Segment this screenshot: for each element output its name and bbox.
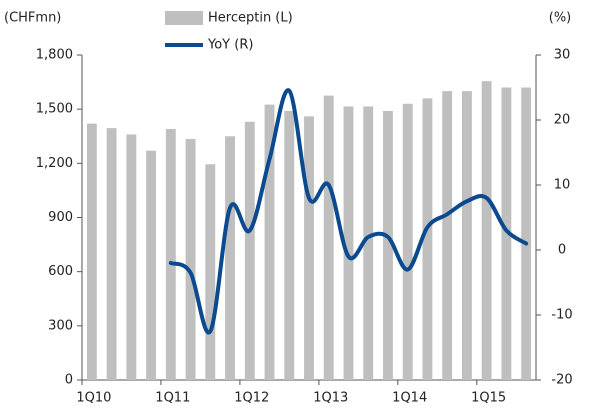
bar — [304, 116, 314, 380]
bar — [343, 106, 354, 380]
bar — [481, 81, 492, 381]
x-tick-label: 1Q15 — [471, 391, 506, 406]
bar — [126, 134, 137, 380]
y-tick-label: 900 — [48, 210, 73, 225]
bar — [106, 128, 117, 380]
bar — [146, 150, 157, 380]
bar — [383, 110, 393, 380]
y-unit-label: (CHFmn) — [4, 11, 61, 26]
y2-tick-label: -20 — [551, 373, 572, 388]
y-tick-label: 600 — [48, 264, 73, 279]
y-tick-label: 300 — [48, 318, 73, 333]
y2-tick-label: 20 — [554, 113, 571, 128]
x-tick-label: 1Q11 — [155, 391, 190, 406]
bar — [461, 91, 472, 380]
bar — [284, 110, 295, 380]
bar — [86, 123, 97, 380]
y-tick-label: 1,800 — [36, 48, 73, 63]
y-tick-label: 1,500 — [36, 102, 73, 117]
y-tick-label: 0 — [65, 373, 73, 388]
bar — [402, 103, 413, 380]
y-tick-label: 1,200 — [36, 156, 73, 171]
x-tick-label: 1Q13 — [313, 391, 348, 406]
bar — [225, 136, 235, 380]
bar — [185, 138, 196, 380]
legend-label: YoY (R) — [207, 38, 253, 53]
y2-tick-label: 0 — [558, 243, 566, 258]
legend-label: Herceptin (L) — [208, 11, 293, 26]
x-tick-label: 1Q10 — [76, 391, 111, 406]
x-tick-label: 1Q14 — [392, 391, 427, 406]
y2-tick-label: 10 — [554, 178, 571, 193]
bar — [323, 95, 334, 380]
y2-tick-label: -10 — [551, 308, 572, 323]
line — [168, 88, 529, 335]
bar — [264, 104, 275, 381]
y2-unit-label: (%) — [549, 11, 572, 26]
legend-swatch — [165, 11, 203, 25]
x-tick-label: 1Q12 — [234, 391, 269, 406]
bar — [422, 98, 433, 380]
bar — [501, 87, 512, 380]
bar — [165, 129, 176, 380]
bar — [244, 121, 255, 381]
bar — [442, 91, 453, 380]
bar — [521, 87, 532, 380]
bar — [205, 164, 216, 380]
y2-tick-label: 30 — [554, 48, 571, 63]
bar — [363, 106, 374, 380]
